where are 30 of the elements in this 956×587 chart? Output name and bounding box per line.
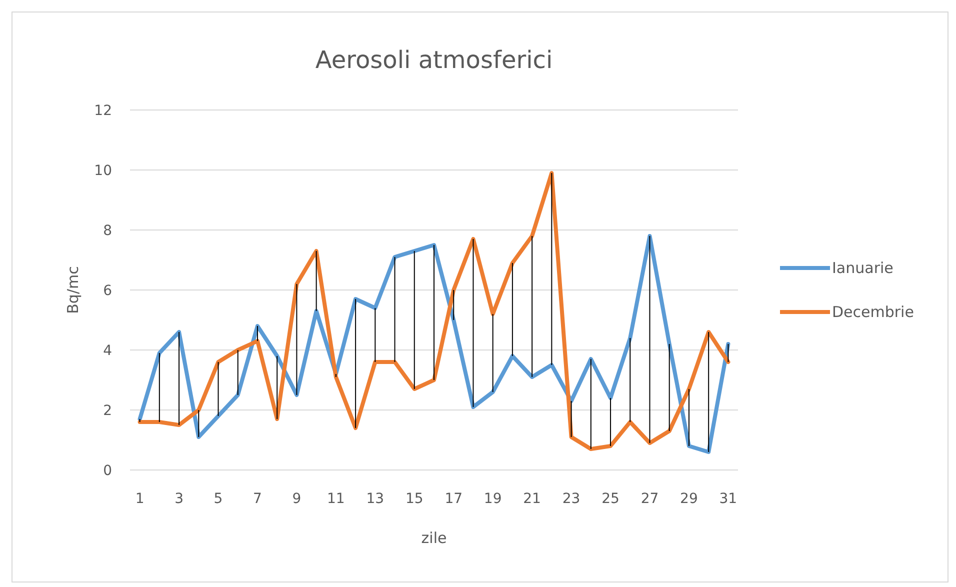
x-tick-label: 31 [719, 491, 738, 507]
y-tick-label: 2 [103, 403, 112, 419]
y-tick-label: 0 [103, 463, 112, 479]
x-tick-label: 11 [327, 491, 345, 507]
line-series [138, 234, 730, 454]
legend-label: Decembrie [832, 303, 914, 321]
x-tick-label: 21 [523, 491, 541, 507]
chart-title: Aerosoli atmosferici [315, 46, 553, 74]
line-series [138, 171, 730, 451]
y-tick-label: 12 [94, 103, 112, 119]
x-tick-label: 25 [602, 491, 620, 507]
x-tick-label: 15 [405, 491, 424, 507]
x-tick-label: 23 [562, 491, 580, 507]
y-tick-label: 6 [103, 283, 112, 299]
x-tick-label: 9 [292, 491, 302, 507]
x-tick-label: 13 [366, 491, 384, 507]
y-tick-label: 4 [103, 343, 112, 359]
x-axis-title: zile [421, 529, 447, 547]
y-tick-label: 8 [103, 223, 112, 239]
x-tick-label: 19 [484, 491, 502, 507]
x-tick-label: 1 [135, 491, 144, 507]
x-tick-label: 5 [214, 491, 223, 507]
x-tick-label: 3 [174, 491, 184, 507]
x-tick-label: 17 [444, 491, 463, 507]
y-tick-label: 10 [94, 163, 112, 179]
x-tick-label: 7 [253, 491, 262, 507]
y-axis-title: Bq/mc [64, 266, 82, 314]
legend-label: Ianuarie [832, 259, 894, 277]
x-tick-label: 29 [680, 491, 698, 507]
x-tick-label: 27 [640, 491, 659, 507]
